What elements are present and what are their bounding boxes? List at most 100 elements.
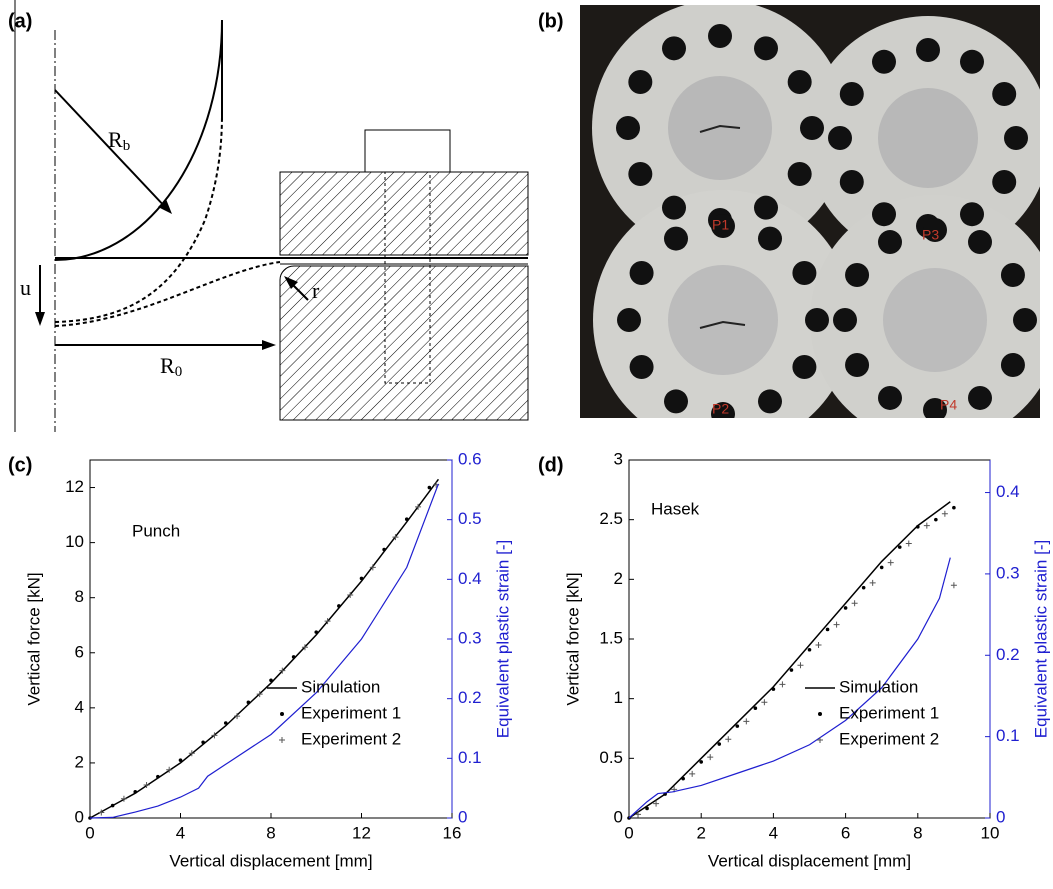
x-tick-label: 8	[266, 823, 275, 842]
point	[347, 591, 354, 598]
hole	[800, 116, 824, 140]
y-tick-label: 0	[614, 807, 623, 826]
hole	[968, 385, 992, 410]
hole	[805, 308, 829, 332]
y-axis-label: Vertical force [kN]	[563, 572, 582, 705]
specimen-label: P4	[940, 397, 957, 413]
plot-frame	[89, 459, 453, 819]
hole	[787, 162, 812, 186]
point	[166, 766, 173, 773]
y2-tick-label: 0	[458, 807, 467, 826]
y2-tick-label: 0.2	[458, 688, 482, 707]
specimen	[592, 5, 848, 256]
point	[916, 525, 920, 529]
hole	[1000, 353, 1025, 377]
point	[952, 505, 956, 510]
point	[797, 662, 804, 669]
point	[905, 540, 912, 547]
point	[887, 559, 894, 566]
point	[681, 776, 685, 781]
hole	[872, 202, 896, 227]
x-tick-label: 10	[981, 823, 1000, 842]
point	[689, 770, 696, 777]
hole	[1013, 308, 1037, 332]
y2-axis-label: Equivalent plastic strain [-]	[1031, 540, 1050, 738]
y-tick-label: 10	[65, 532, 84, 551]
label-r0: R0	[160, 353, 182, 380]
legend-swatch	[818, 712, 822, 716]
point	[861, 585, 866, 590]
point	[234, 713, 241, 720]
point	[807, 647, 812, 652]
label-sub: 0	[175, 364, 183, 380]
y-tick-label: 1	[614, 688, 623, 707]
point	[143, 781, 150, 788]
panel-label: (d)	[538, 454, 564, 476]
label-u: u	[20, 275, 31, 300]
y-tick-label: 3	[614, 449, 623, 468]
point	[156, 774, 160, 779]
hole	[968, 230, 992, 255]
diagram	[14, 0, 529, 432]
hole	[1004, 126, 1028, 150]
hole	[708, 24, 732, 48]
y2-tick-label: 0.6	[458, 449, 482, 468]
point	[188, 750, 195, 757]
y2-tick-label: 0.3	[996, 563, 1020, 582]
panel-label: (b)	[538, 10, 564, 32]
point	[851, 600, 858, 607]
point	[699, 760, 703, 764]
hole	[923, 398, 947, 418]
y2-tick-label: 0.1	[996, 726, 1020, 745]
label-r: r	[312, 278, 320, 303]
point	[825, 627, 830, 632]
hole	[960, 202, 984, 227]
hole	[664, 389, 688, 414]
point	[950, 582, 957, 589]
specimen-label: P2	[712, 401, 729, 417]
hole	[616, 116, 640, 140]
hole	[711, 402, 735, 418]
legend-swatch	[280, 712, 284, 716]
hole	[629, 261, 654, 285]
point	[110, 803, 115, 808]
point	[324, 618, 331, 625]
point	[897, 545, 902, 549]
legend-label: Experiment 2	[301, 729, 401, 748]
point	[279, 667, 286, 674]
point	[815, 641, 822, 648]
point	[369, 564, 376, 571]
y2-tick-label: 0.3	[458, 628, 482, 647]
point	[314, 630, 319, 634]
hole	[833, 308, 857, 332]
point	[211, 732, 218, 739]
y-tick-label: 8	[75, 587, 84, 606]
x-tick-label: 6	[841, 823, 850, 842]
hole	[628, 162, 653, 186]
panel-label: (a)	[8, 10, 32, 32]
x-tick-label: 16	[443, 823, 462, 842]
point	[427, 485, 432, 490]
specimen-label: P3	[922, 227, 939, 243]
point	[789, 668, 794, 672]
point	[833, 621, 840, 628]
point	[291, 655, 296, 659]
hole	[872, 49, 896, 74]
label-text: R	[160, 353, 175, 378]
label-text: R	[108, 127, 123, 152]
hole	[839, 82, 864, 106]
y2-tick-label: 0.5	[458, 509, 482, 528]
y-tick-label: 1.5	[599, 628, 623, 647]
hole	[754, 195, 778, 220]
hole	[916, 38, 940, 62]
hole	[923, 218, 947, 242]
point	[934, 517, 938, 522]
y-tick-label: 4	[75, 697, 84, 716]
legend-swatch	[279, 737, 285, 743]
x-tick-label: 2	[696, 823, 705, 842]
series-line	[89, 478, 440, 819]
point	[223, 721, 228, 725]
point	[178, 758, 183, 762]
point	[725, 736, 732, 743]
